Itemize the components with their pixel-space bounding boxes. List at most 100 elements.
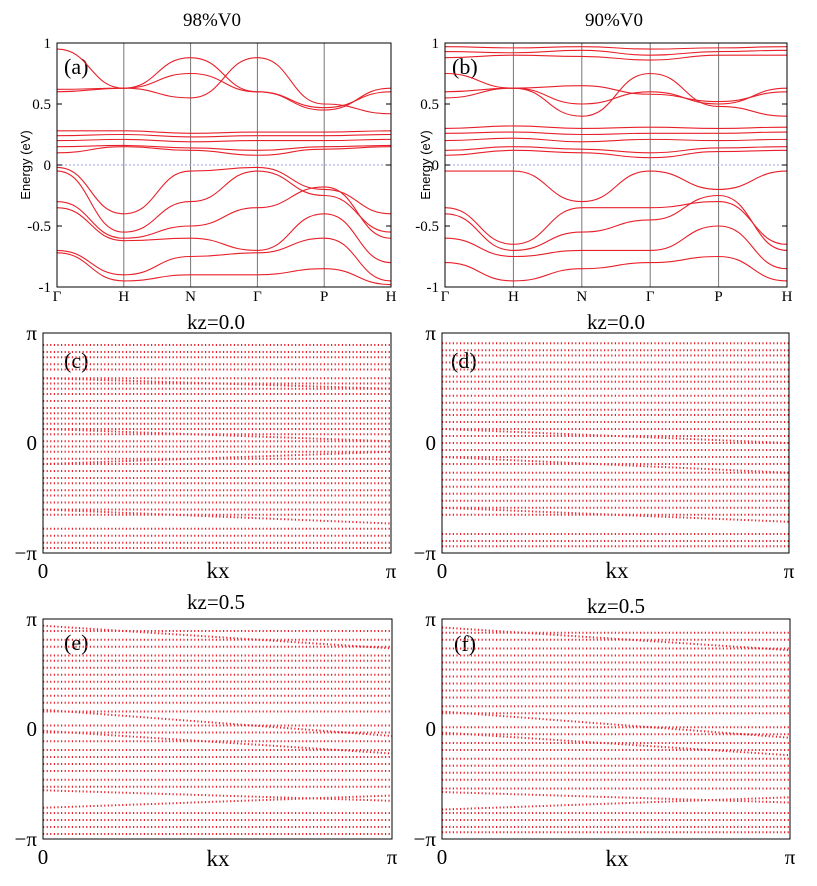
x-axis-label: kx [606,558,630,583]
panel-title: kz=0.5 [587,594,645,618]
y-tick-label: −π [414,827,437,851]
band-line [56,166,392,215]
y-tick-label: 0 [432,158,440,174]
panel-title: kz=0.0 [587,310,645,334]
band-row [441,456,790,474]
x-tick-label: 0 [38,845,49,869]
band-row [42,377,392,390]
band-line [444,225,788,270]
x-tick-label: H [508,289,519,305]
band-line [444,131,788,136]
y-tick-label: -1 [427,280,440,296]
panel-d: kz=0.0 kx (d) π0−π0 π [414,310,795,583]
band-line [57,130,392,134]
band-line [444,137,788,143]
panel-title: kz=0.5 [187,590,245,614]
band-row [441,731,791,757]
band-row [42,624,393,650]
panel-title: 90%V0 [585,10,643,31]
plot-frame [42,618,393,840]
band-row [441,506,790,523]
y-axis-label: Energy (eV) [18,130,33,199]
band-line [56,146,392,156]
band-row [441,626,791,652]
band-row [42,789,393,802]
band-row [42,427,392,443]
band-line [56,48,392,115]
panel-title: 98%V0 [183,10,241,31]
band-line [56,207,392,264]
x-tick-label: P [320,289,328,305]
band-line [444,201,788,245]
x-tick-label: N [185,289,196,305]
plot-frame [42,332,392,554]
x-tick-label: Γ [646,289,655,305]
band-line [56,138,392,143]
y-tick-label: 1 [432,36,440,52]
band-row [441,710,791,739]
x-tick-label: H [782,289,793,305]
band-row [441,791,791,804]
band-line [444,255,788,282]
y-tick-label: -0.5 [415,219,439,235]
y-tick-label: π [425,607,436,631]
band-line [444,46,788,50]
panel-c: kz=0.0 kx (c) π0−π0 π [15,310,397,583]
y-axis-label: Energy (eV) [418,130,433,199]
band-line [444,125,788,129]
x-tick-label: 0 [437,845,448,869]
band-line [444,194,788,251]
y-tick-label: −π [15,541,38,565]
x-tick-label: 0 [38,559,49,583]
plot-area: π0−π0 π [414,321,795,583]
band-line [444,85,788,103]
x-tick-label: Γ [53,289,62,305]
panel-title: kz=0.0 [187,310,245,334]
band-line [56,252,392,286]
band-line [444,146,788,154]
y-tick-label: 0 [44,158,52,174]
x-tick-label: N [576,289,587,305]
x-tick-label: π [785,845,796,869]
band-line [56,237,392,282]
panel-a: 98%V0 Energy (eV) (a) Γ H N Γ P H -1 -0.5 0 0.5 1 [18,10,397,305]
band-line [56,186,392,239]
y-tick-label: -1 [39,280,52,296]
x-tick-label: π [387,845,398,869]
x-axis-label: kx [606,846,630,871]
x-tick-label: Γ [441,289,450,305]
y-tick-label: -0.5 [27,219,51,235]
band-row [42,508,392,525]
panel-label: (f) [454,631,476,656]
y-tick-label: π [425,321,436,345]
band-line [444,72,788,117]
x-tick-label: π [386,559,397,583]
band-line [56,170,392,233]
band-row [42,794,393,809]
y-tick-label: π [26,607,37,631]
band-line [444,149,788,159]
x-tick-label: H [386,289,397,305]
y-tick-label: π [26,321,37,345]
panel-label: (b) [452,54,478,79]
plot-frame [56,42,392,288]
y-tick-label: 0.5 [32,97,51,113]
plot-frame [444,42,788,288]
x-tick-label: H [118,289,129,305]
y-tick-label: −π [15,827,38,851]
band-row [441,796,791,811]
panel-e: kz=0.5 kx (e) π0−π0 π [15,590,398,871]
band-line [444,49,788,56]
x-axis-label: kx [207,846,231,871]
plot-area: π0−π0 π [15,607,398,869]
band-row [42,450,392,466]
y-tick-label: 0 [27,431,38,455]
plot-frame [441,618,791,840]
y-tick-label: 0 [426,431,437,455]
x-tick-label: 0 [437,559,448,583]
plot-area: Γ H N Γ P H -1 -0.5 0 0.5 1 [27,36,396,305]
x-tick-label: Γ [253,289,262,305]
plot-area: Γ H N Γ P H -1 -0.5 0 0.5 1 [415,36,792,305]
plot-area: π0−π0 π [414,607,796,869]
y-tick-label: 0 [426,717,437,741]
